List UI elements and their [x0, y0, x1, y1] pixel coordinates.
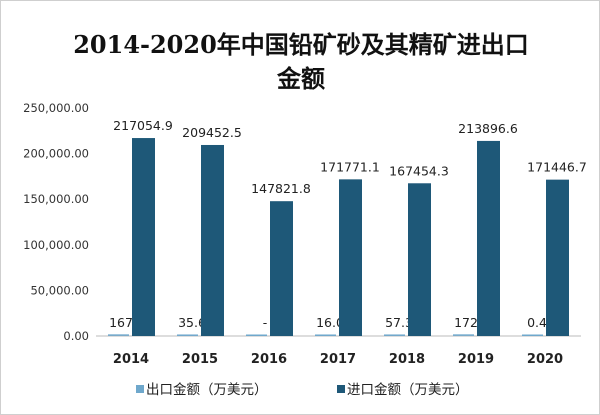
import-bar-overlay [201, 301, 224, 336]
import-bar-overlay [408, 301, 431, 336]
legend-swatch [337, 385, 345, 393]
import-bar-overlay [339, 301, 362, 336]
import-bar [408, 183, 431, 336]
export-bar [246, 334, 267, 336]
y-tick-label: 100,000.00 [23, 238, 89, 252]
legend-label: 进口金额（万美元） [347, 382, 469, 398]
x-tick-label: 2020 [527, 352, 563, 367]
import-bar-overlay [270, 301, 293, 336]
import-data-label: 171446.7 [527, 160, 587, 175]
y-tick-label: 250,000.00 [23, 101, 89, 115]
x-tick-label: 2019 [458, 352, 494, 367]
x-tick-label: 2017 [320, 352, 356, 367]
chart-title-line2: 金额 [277, 64, 325, 93]
export-bar [453, 334, 474, 336]
import-bar [201, 144, 224, 336]
import-data-label: 209452.5 [182, 125, 242, 140]
import-bar-overlay [132, 301, 155, 336]
import-bar [546, 179, 569, 336]
export-bar [384, 334, 405, 336]
export-bar [177, 334, 198, 336]
export-bar [315, 334, 336, 336]
import-bar [132, 138, 155, 336]
legend-label: 出口金额（万美元） [146, 382, 268, 398]
import-bar [339, 179, 362, 336]
y-tick-label: 50,000.00 [30, 283, 89, 297]
x-tick-label: 2016 [251, 352, 287, 367]
y-tick-label: 200,000.00 [23, 147, 89, 161]
import-bar [477, 140, 500, 336]
import-bar-overlay [477, 301, 500, 336]
import-data-label: 213896.6 [458, 121, 518, 136]
y-tick-label: 0.00 [63, 329, 89, 343]
x-tick-label: 2015 [182, 352, 218, 367]
import-data-label: 167454.3 [389, 163, 449, 178]
x-tick-label: 2018 [389, 352, 425, 367]
y-tick-label: 150,000.00 [23, 192, 89, 206]
export-data-label: - [263, 315, 268, 330]
chart-title-line1: 2014-2020年中国铅矿砂及其精矿进出口 [73, 30, 529, 59]
export-bar [108, 334, 129, 336]
import-bar-overlay [546, 301, 569, 336]
legend-swatch [136, 385, 144, 393]
import-data-label: 147821.8 [251, 181, 311, 196]
export-bar [522, 334, 543, 336]
x-tick-label: 2014 [113, 352, 149, 367]
import-data-label: 217054.9 [113, 118, 173, 133]
import-data-label: 171771.1 [320, 159, 380, 174]
